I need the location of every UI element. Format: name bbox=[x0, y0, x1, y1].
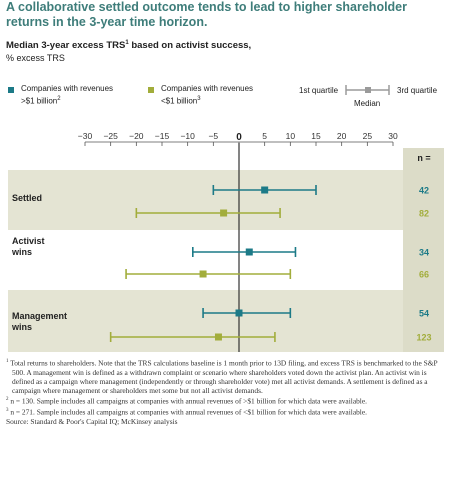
category-label-1-1: wins bbox=[11, 247, 32, 257]
subtitle-footnote-marker: 1 bbox=[125, 40, 129, 46]
n-value-small-1: 66 bbox=[419, 270, 429, 280]
legend-quartile-key bbox=[345, 85, 390, 95]
footnotes: 1 Total returns to shareholders. Note th… bbox=[6, 357, 446, 426]
legend-small: Companies with revenues <$1 billion3 bbox=[161, 84, 253, 107]
median-marker-small-1 bbox=[199, 270, 207, 278]
legend-small-line2-wrap: <$1 billion3 bbox=[161, 94, 253, 107]
row-band-2 bbox=[8, 290, 444, 352]
median-marker-small-2 bbox=[214, 333, 222, 341]
legend-large-line2-wrap: >$1 billion2 bbox=[21, 94, 113, 107]
x-tick-label-4: −10 bbox=[180, 131, 195, 141]
n-column-bg bbox=[403, 148, 444, 352]
legend-q1-label: 1st quartile bbox=[299, 86, 339, 95]
subtitle-tail: based on activist success, bbox=[128, 40, 252, 52]
footnote-3-text: n = 271. Sample includes all campaigns a… bbox=[10, 407, 367, 417]
footnote-2-marker: 2 bbox=[6, 397, 9, 403]
x-tick-label-9: 15 bbox=[311, 131, 321, 141]
footnote-1: 1 Total returns to shareholders. Note th… bbox=[6, 357, 446, 395]
median-marker-large-1 bbox=[245, 248, 253, 256]
zero-label: 0 bbox=[236, 132, 242, 143]
chart-title: A collaborative settled outcome tends to… bbox=[6, 0, 408, 29]
footnote-2: 2 n = 130. Sample includes all campaigns… bbox=[6, 395, 446, 406]
n-value-large-2: 54 bbox=[419, 309, 429, 319]
range-chart: −30 −25 −20 −15 −10 −5 5 10 15 20 25 30 0 n = Settled 4… bbox=[8, 131, 444, 352]
legend-swatch-small bbox=[148, 87, 154, 93]
row-band-1 bbox=[8, 230, 444, 290]
footnote-1-marker: 1 bbox=[6, 359, 9, 364]
x-tick-label-5: −5 bbox=[208, 131, 218, 141]
subtitle-text: Median 3-year excess TRS bbox=[6, 40, 126, 52]
x-tick-label-1: −25 bbox=[103, 131, 118, 141]
x-tick-label-3: −15 bbox=[155, 131, 170, 141]
median-marker-small-0 bbox=[220, 209, 228, 217]
row-band-0 bbox=[8, 170, 444, 230]
legend-q3-label: 3rd quartile bbox=[397, 86, 438, 95]
median-marker-large-2 bbox=[235, 309, 243, 317]
footnote-3: 3 n = 271. Sample includes all campaigns… bbox=[6, 406, 446, 417]
legend-large-line2: >$1 billion bbox=[21, 96, 58, 106]
category-label-2-0: Management bbox=[12, 311, 67, 321]
x-tick-label-11: 25 bbox=[363, 131, 373, 141]
legend-large-line1: Companies with revenues bbox=[21, 84, 114, 93]
legend-small-line1: Companies with revenues bbox=[161, 84, 254, 93]
legend-small-sup: 3 bbox=[197, 96, 201, 102]
footnote-3-marker: 3 bbox=[6, 407, 9, 413]
category-label-1-0: Activist bbox=[12, 236, 45, 246]
n-header: n = bbox=[417, 153, 430, 163]
x-tick-label-10: 20 bbox=[337, 131, 347, 141]
n-value-large-0: 42 bbox=[419, 186, 429, 196]
source-note: Source: Standard & Poor's Capital IQ; Mc… bbox=[6, 416, 178, 426]
category-label-2-1: wins bbox=[11, 322, 32, 332]
category-label-0-0: Settled bbox=[12, 193, 42, 203]
legend-key-median bbox=[365, 87, 371, 93]
x-tick-label-2: −20 bbox=[129, 131, 144, 141]
legend-median-label: Median bbox=[354, 99, 381, 108]
footnote-1-text: Total returns to shareholders. Note that… bbox=[10, 358, 438, 396]
legend-large: Companies with revenues >$1 billion2 bbox=[21, 84, 113, 107]
x-tick-label-7: 5 bbox=[262, 131, 267, 141]
legend-large-sup: 2 bbox=[57, 96, 61, 102]
x-tick-label-0: −30 bbox=[78, 131, 93, 141]
median-marker-large-0 bbox=[261, 186, 269, 194]
n-value-small-0: 82 bbox=[419, 209, 429, 219]
legend-swatch-large bbox=[8, 87, 14, 93]
x-tick-label-12: 30 bbox=[388, 131, 398, 141]
units-label: % excess TRS bbox=[6, 53, 65, 63]
legend-small-line2: <$1 billion bbox=[161, 96, 198, 106]
chart-subtitle: Median 3-year excess TRS1 based on activ… bbox=[6, 40, 251, 51]
n-value-small-2: 123 bbox=[416, 333, 431, 343]
x-tick-label-8: 10 bbox=[286, 131, 296, 141]
n-value-large-1: 34 bbox=[419, 248, 429, 258]
footnote-2-text: n = 130. Sample includes all campaigns a… bbox=[10, 396, 367, 406]
